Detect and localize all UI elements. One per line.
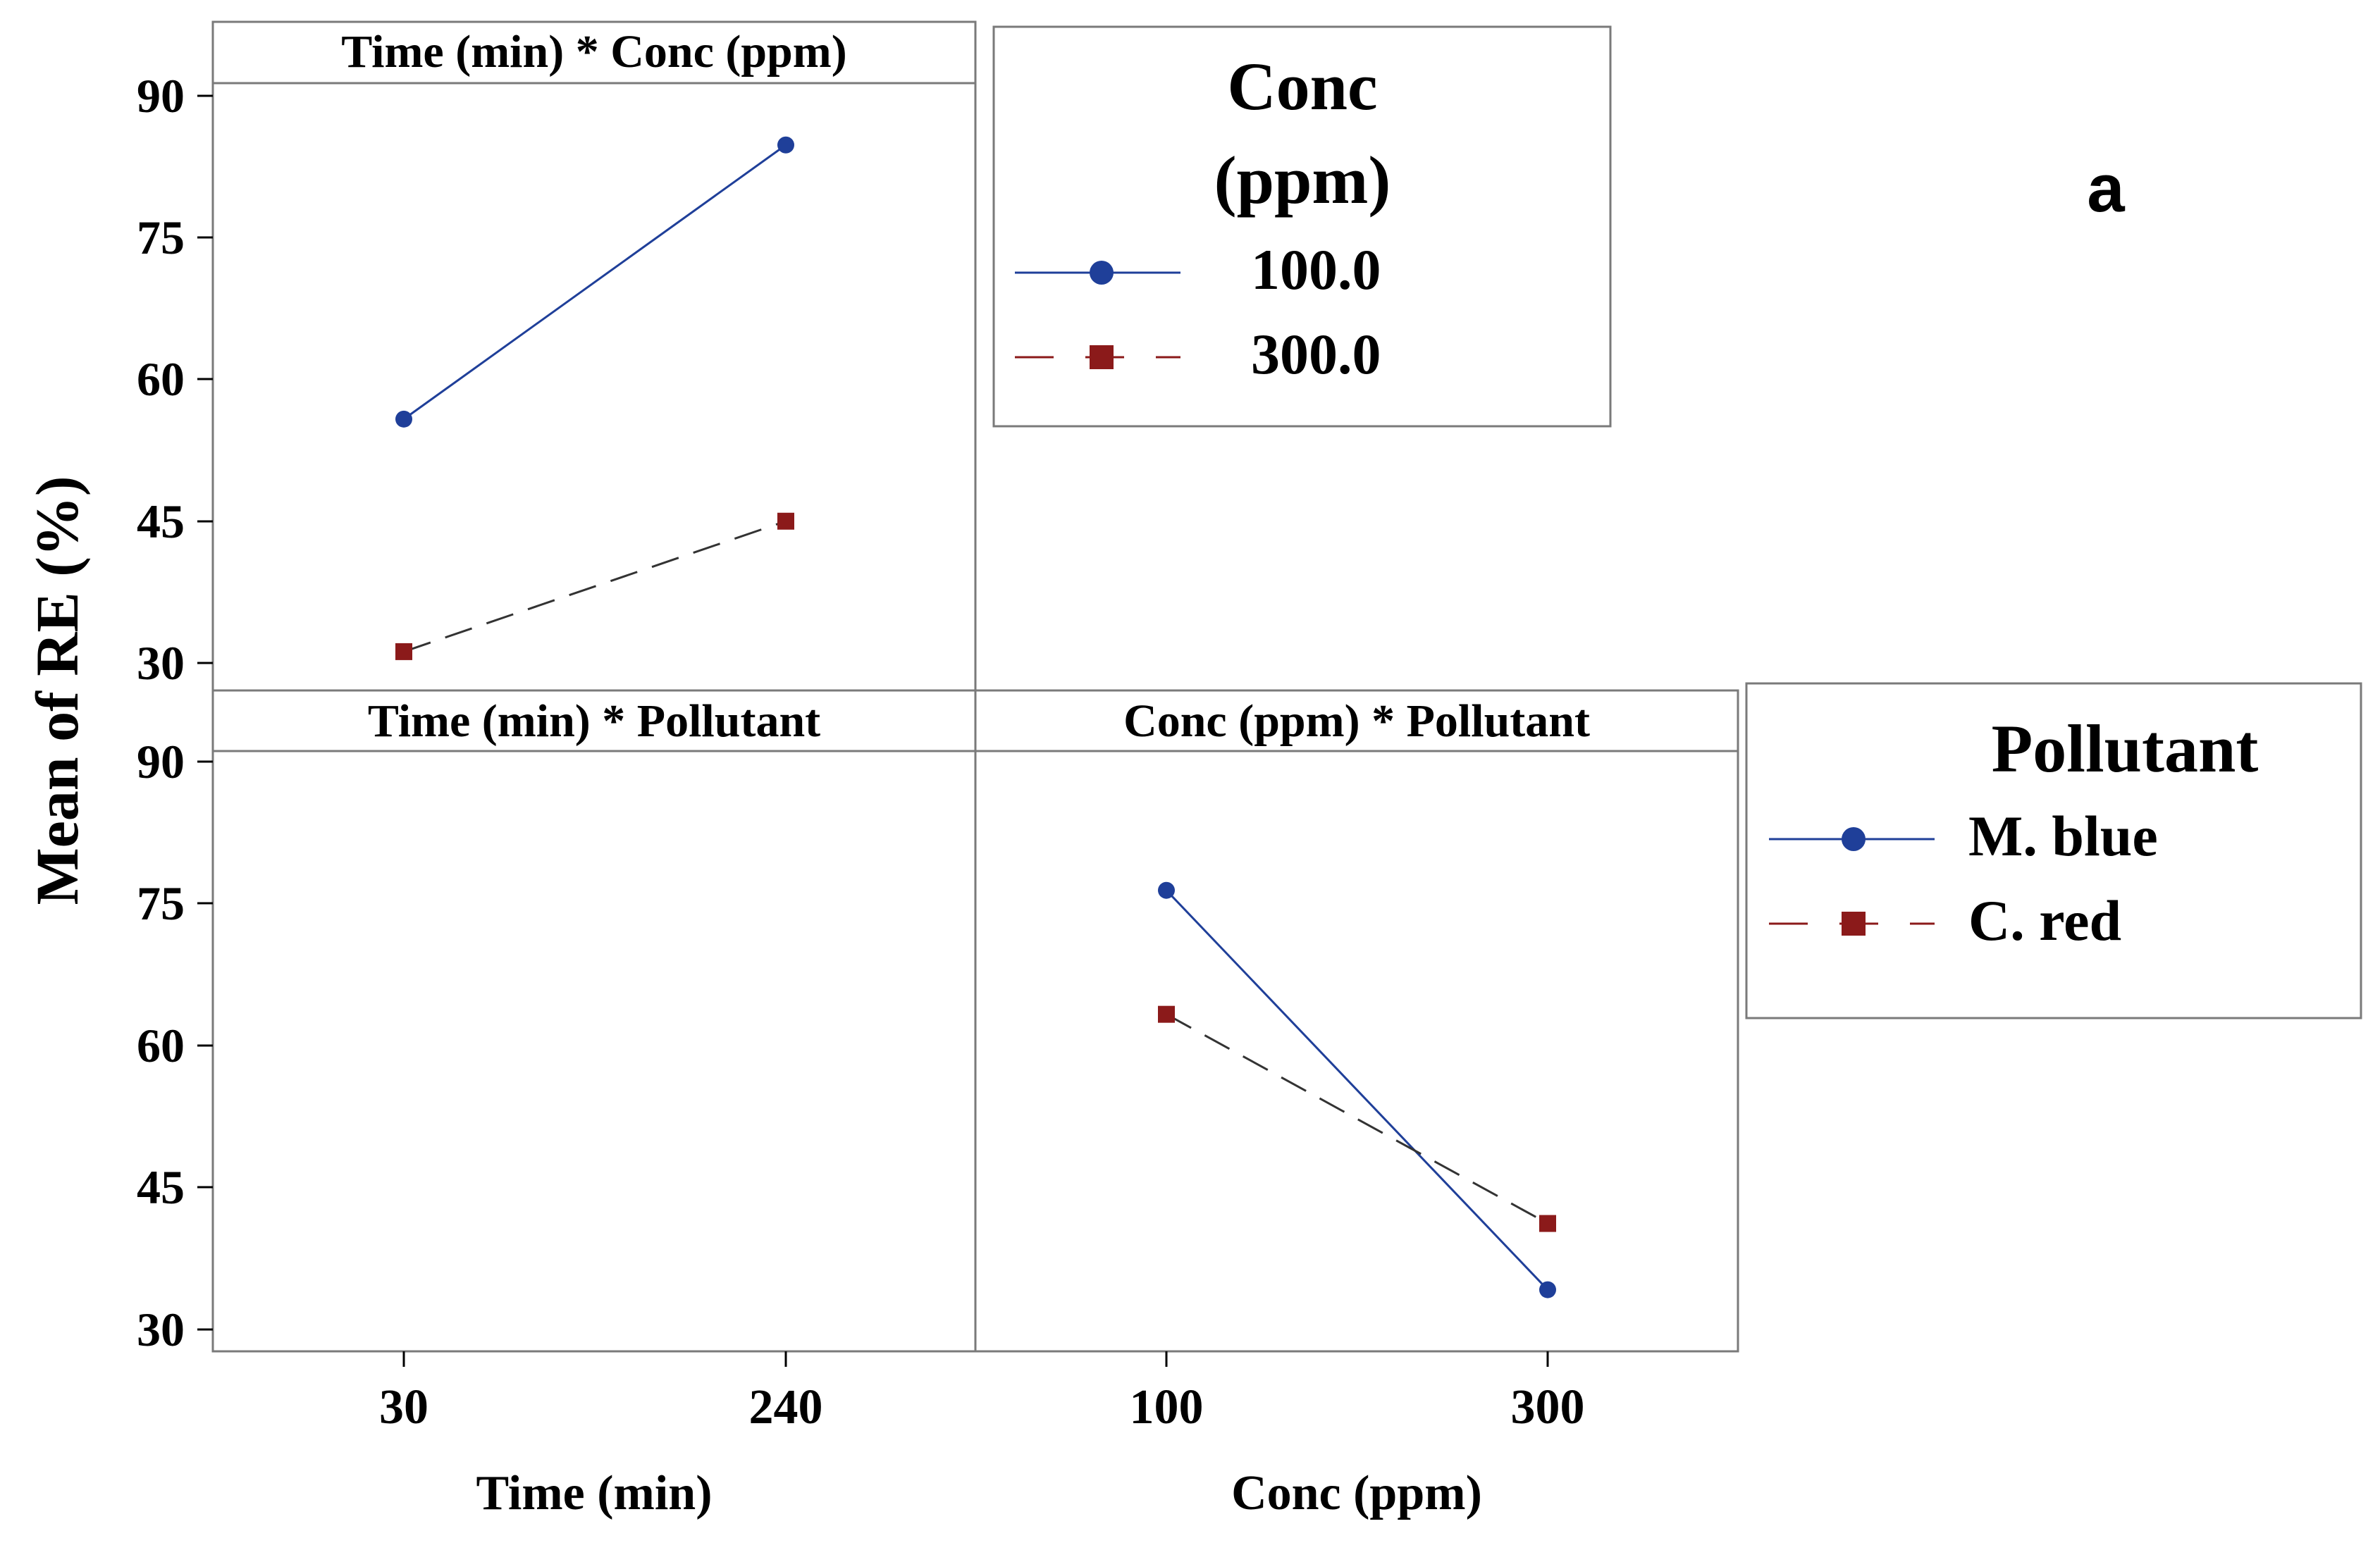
x-tick-label-conc-300: 300 <box>1511 1380 1585 1434</box>
y-tick-label-bottom-45: 45 <box>137 1160 185 1214</box>
legend-pollutant-marker-mblue <box>1842 827 1866 851</box>
x-axis-conc: 100 300 Conc (ppm) <box>1130 1351 1585 1520</box>
x-axis-label-time: Time (min) <box>476 1466 712 1520</box>
panel-conc-pollutant-frame <box>974 689 1739 1353</box>
legend-pollutant-label-cred: C. red <box>1968 888 2121 953</box>
y-tick-label-top-90: 90 <box>137 69 185 123</box>
legend-conc: Conc (ppm) 100.0 300.0 <box>1015 49 1391 386</box>
data-point-2-c-red-100 <box>1158 1005 1175 1023</box>
data-point-2-m-blue-100 <box>1158 881 1175 899</box>
panel-title-time-conc: Time (min) * Conc (ppm) <box>341 26 846 78</box>
panel-title-time-pollutant: Time (min) * Pollutant <box>368 695 820 747</box>
legend-pollutant-marker-cred <box>1842 912 1866 936</box>
y-tick-label-bottom-75: 75 <box>137 876 185 930</box>
y-axis-label: Mean of RE (%) <box>23 476 91 905</box>
x-tick-label-time-240: 240 <box>749 1380 823 1434</box>
panel-time-conc-frame <box>211 20 977 692</box>
series-layer-conc-pollutant <box>1158 881 1556 1298</box>
legend-conc-title-line2: (ppm) <box>1214 142 1391 218</box>
panel-time-pollutant-frame <box>211 689 977 1353</box>
legend-conc-marker-300 <box>1090 345 1114 369</box>
y-axis-top: 90 75 60 45 30 <box>137 69 213 690</box>
legend-pollutant-title: Pollutant <box>1992 711 2259 786</box>
x-tick-label-time-30: 30 <box>379 1380 428 1434</box>
panel-label: a <box>2087 151 2125 226</box>
legend-conc-label-300: 300.0 <box>1251 322 1381 386</box>
y-tick-label-bottom-90: 90 <box>137 735 185 788</box>
legend-conc-label-100: 100.0 <box>1251 237 1381 302</box>
y-axis-bottom: 90 75 60 45 30 <box>137 735 213 1356</box>
legend-conc-title-line1: Conc <box>1227 49 1377 124</box>
series-layer-time-conc <box>395 136 794 660</box>
data-point-2-c-red-300 <box>1539 1215 1556 1232</box>
y-tick-label-top-60: 60 <box>137 352 185 406</box>
data-point-0-100-0-30 <box>395 410 412 428</box>
legend-pollutant-box <box>1745 682 2362 1019</box>
data-point-2-m-blue-300 <box>1539 1281 1556 1298</box>
y-tick-label-top-30: 30 <box>137 636 185 690</box>
x-tick-label-conc-100: 100 <box>1130 1380 1204 1434</box>
y-tick-label-top-75: 75 <box>137 211 185 264</box>
y-tick-label-bottom-60: 60 <box>137 1019 185 1072</box>
legend-pollutant-label-mblue: M. blue <box>1968 804 2158 868</box>
series-line-0-300-0 <box>403 520 787 653</box>
data-point-0-300-0-30 <box>395 643 412 660</box>
panel-title-conc-pollutant: Conc (ppm) * Pollutant <box>1123 695 1590 747</box>
series-line-2-m-blue <box>1165 889 1549 1291</box>
data-point-0-100-0-240 <box>777 136 794 154</box>
series-line-2-c-red <box>1166 1013 1548 1224</box>
y-tick-label-top-45: 45 <box>137 495 185 548</box>
series-line-0-100-0 <box>403 144 787 421</box>
legend-pollutant: Pollutant M. blue C. red <box>1769 711 2258 953</box>
y-tick-label-bottom-30: 30 <box>137 1303 185 1356</box>
x-axis-time: 30 240 Time (min) <box>379 1351 823 1520</box>
x-axis-label-conc: Conc (ppm) <box>1231 1466 1482 1520</box>
legend-conc-marker-100 <box>1090 261 1114 285</box>
data-point-0-300-0-240 <box>777 512 794 530</box>
